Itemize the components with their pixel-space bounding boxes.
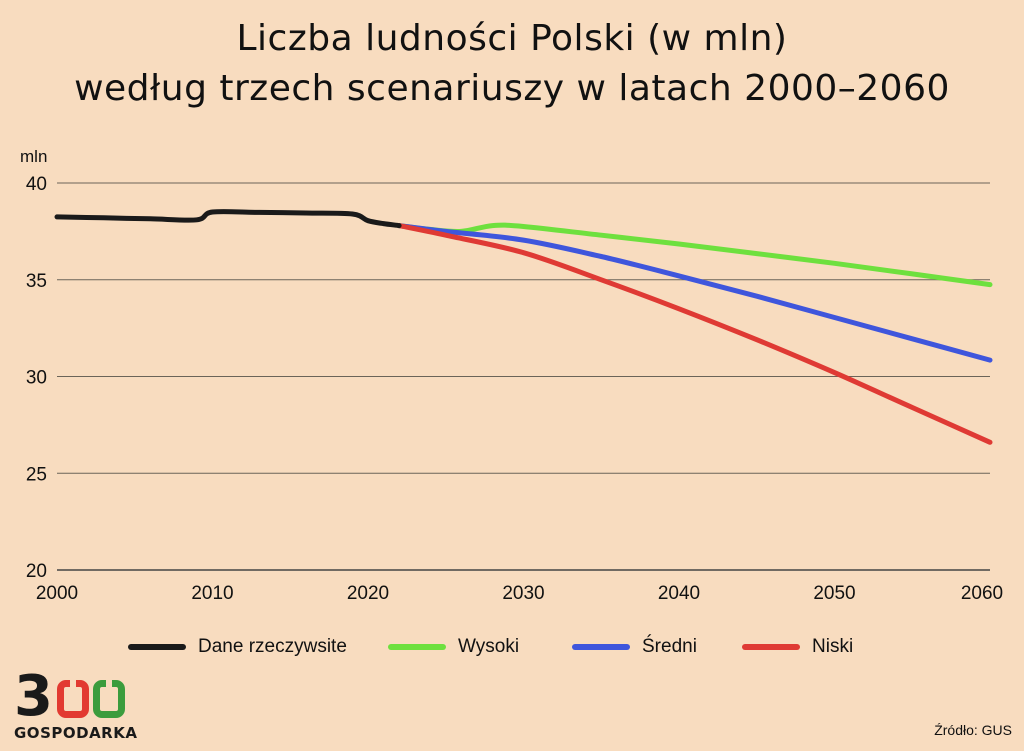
legend-label: Dane rzeczywsite bbox=[198, 636, 347, 657]
legend-label: Wysoki bbox=[458, 636, 520, 657]
series-line-3 bbox=[396, 223, 993, 445]
legend-swatch bbox=[128, 644, 186, 650]
y-tick-label: 30 bbox=[26, 368, 47, 389]
legend-item-2: Średni bbox=[572, 636, 697, 658]
logo-red-zero-icon bbox=[56, 680, 89, 718]
logo-wordmark: GOSPODARKA bbox=[14, 724, 138, 742]
logo-green-zero-icon bbox=[92, 680, 125, 718]
legend-item-3: Niski bbox=[742, 636, 853, 658]
legend-label: Niski bbox=[812, 636, 854, 657]
series-lines bbox=[54, 209, 993, 445]
x-tick-label: 2010 bbox=[191, 583, 233, 604]
axis-labels: mln 20 25 30 35 40 2000 2010 2020 2030 2040 2050 20… bbox=[20, 147, 1003, 604]
legend-item-0: Dane rzeczywsite bbox=[128, 636, 347, 658]
legend-item-1: Wysoki bbox=[388, 636, 519, 658]
series-line-0 bbox=[54, 209, 402, 229]
x-tick-label: 2050 bbox=[813, 583, 855, 604]
y-tick-label: 25 bbox=[26, 464, 47, 485]
y-tick-label: 40 bbox=[26, 174, 47, 195]
line-chart: mln 20 25 30 35 40 2000 2010 2020 2030 2040 2050 20… bbox=[20, 147, 1003, 604]
source-note: Źródło: GUS bbox=[934, 722, 1012, 738]
legend-swatch bbox=[388, 644, 446, 650]
logo-digit-three: 3 bbox=[14, 664, 53, 729]
y-tick-label: 20 bbox=[26, 561, 47, 582]
brand-logo: 3 GOSPODARKA bbox=[14, 664, 144, 744]
gridlines bbox=[57, 182, 990, 571]
legend-label: Średni bbox=[642, 636, 697, 657]
series-line-2 bbox=[396, 223, 993, 363]
chart-title-line-1: Liczba ludności Polski (w mln) bbox=[236, 18, 788, 59]
y-tick-label: 35 bbox=[26, 271, 47, 292]
x-tick-label: 2030 bbox=[502, 583, 544, 604]
x-tick-label: 2020 bbox=[347, 583, 389, 604]
x-tick-label: 2060 bbox=[961, 583, 1003, 604]
x-tick-label: 2000 bbox=[36, 583, 78, 604]
logo-mark: 3 bbox=[14, 664, 144, 729]
chart-title: Liczba ludności Polski (w mln) według tr… bbox=[0, 14, 1024, 114]
chart-legend: Dane rzeczywsite Wysoki Średni Niski bbox=[0, 636, 1024, 660]
legend-swatch bbox=[572, 644, 630, 650]
legend-swatch bbox=[742, 644, 800, 650]
y-axis-unit-label: mln bbox=[20, 147, 47, 166]
chart-title-line-2: według trzech scenariuszy w latach 2000–… bbox=[74, 68, 950, 109]
x-tick-label: 2040 bbox=[658, 583, 700, 604]
